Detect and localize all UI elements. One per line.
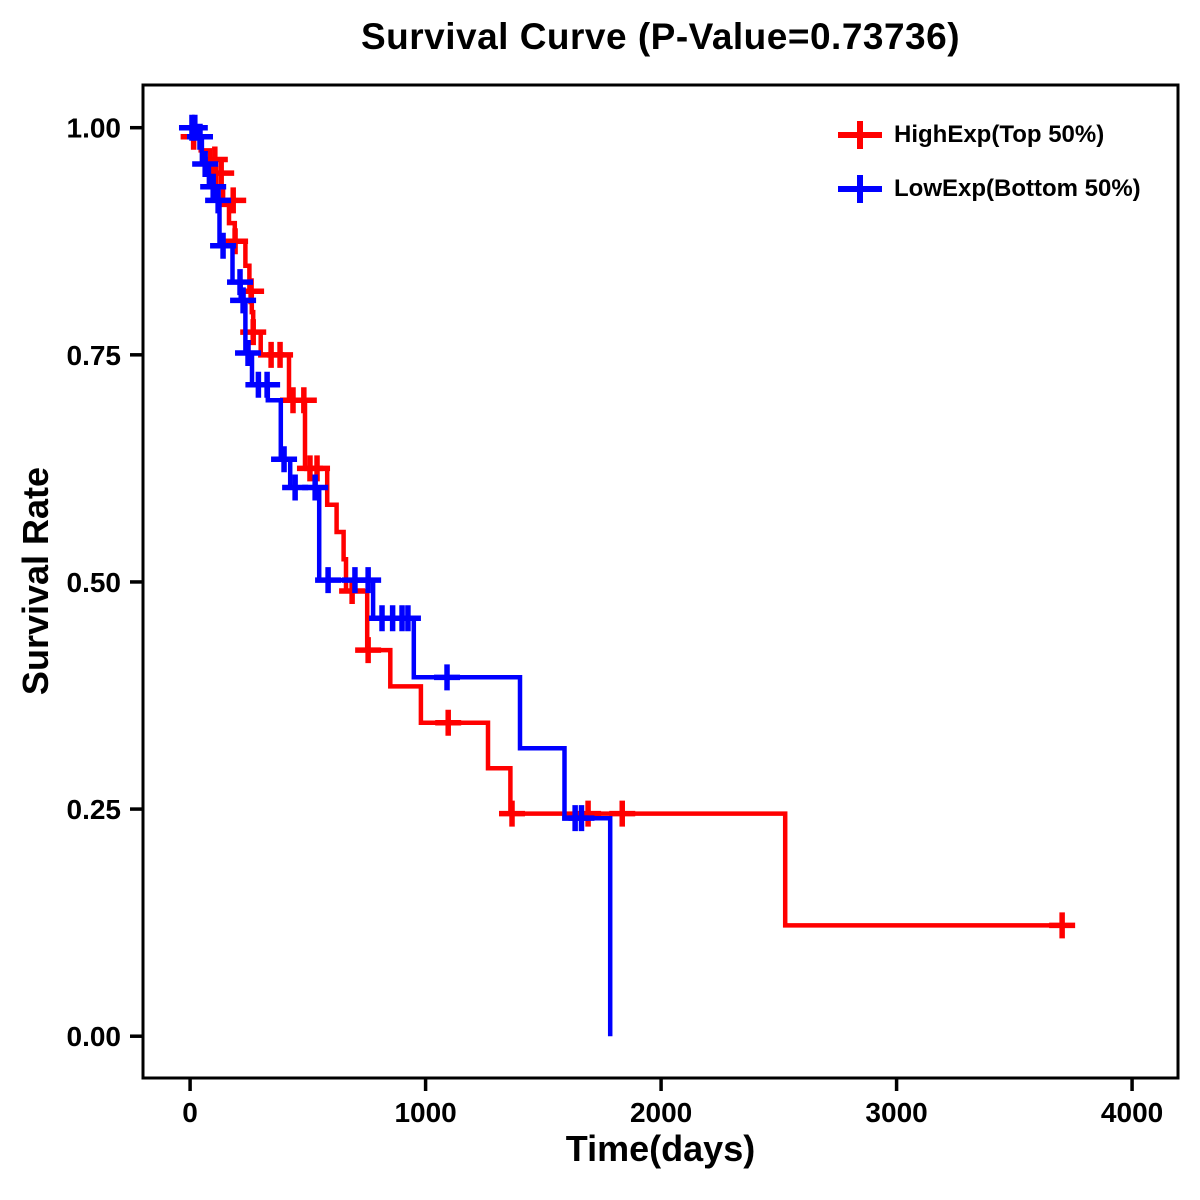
legend-item-highexp: HighExp(Top 50%) xyxy=(836,112,1141,158)
censor-mark-0 xyxy=(355,637,382,664)
censor-mark-1 xyxy=(302,474,329,501)
x-tick-label: 4000 xyxy=(1101,1097,1163,1128)
censor-mark-1 xyxy=(200,173,227,200)
plus-marker-icon xyxy=(838,175,882,203)
x-tick-label: 3000 xyxy=(865,1097,927,1128)
y-tick-label: 1.00 xyxy=(67,113,122,144)
censor-mark-0 xyxy=(499,800,526,827)
censor-mark-1 xyxy=(227,269,254,296)
censor-mark-1 xyxy=(254,371,281,398)
chart-title: Survival Curve (P-Value=0.73736) xyxy=(360,16,961,57)
censor-mark-1 xyxy=(394,605,421,632)
censor-mark-0 xyxy=(435,709,462,736)
plot-frame xyxy=(141,83,1180,1080)
censor-mark-1 xyxy=(355,567,382,594)
y-tick-label: 0.75 xyxy=(67,340,122,371)
survival-curve-1 xyxy=(190,125,613,1037)
legend-item-lowexp: LowExp(Bottom 50%) xyxy=(836,166,1141,212)
censor-mark-1 xyxy=(568,805,595,832)
y-tick-label: 0.50 xyxy=(67,567,122,598)
y-tick-label: 0.25 xyxy=(67,794,122,825)
censor-mark-0 xyxy=(1049,912,1076,939)
censor-mark-1 xyxy=(271,446,298,473)
censor-mark-0 xyxy=(267,341,294,368)
legend-label-highexp: HighExp(Top 50%) xyxy=(894,121,1105,148)
censor-mark-1 xyxy=(205,187,232,214)
x-tick-label: 1000 xyxy=(394,1097,456,1128)
censor-mark-1 xyxy=(186,123,213,150)
legend: HighExp(Top 50%) LowExp(Bottom 50%) xyxy=(836,112,1141,220)
censor-mark-1 xyxy=(434,664,461,691)
censor-mark-0 xyxy=(208,160,235,187)
censor-mark-1 xyxy=(192,151,219,178)
x-tick-label: 2000 xyxy=(630,1097,692,1128)
legend-label-lowexp: LowExp(Bottom 50%) xyxy=(894,175,1141,202)
censor-mark-1 xyxy=(315,567,342,594)
censor-mark-1 xyxy=(230,287,257,314)
censor-mark-1 xyxy=(235,340,262,367)
y-tick-label: 0.00 xyxy=(67,1021,122,1052)
x-tick-label: 0 xyxy=(182,1097,198,1128)
censor-mark-0 xyxy=(609,800,636,827)
x-axis-title: Time(days) xyxy=(565,1128,756,1169)
censor-mark-1 xyxy=(210,232,237,259)
censor-mark-0 xyxy=(290,387,317,414)
censor-mark-0 xyxy=(222,228,249,255)
plus-marker-icon xyxy=(838,121,882,149)
